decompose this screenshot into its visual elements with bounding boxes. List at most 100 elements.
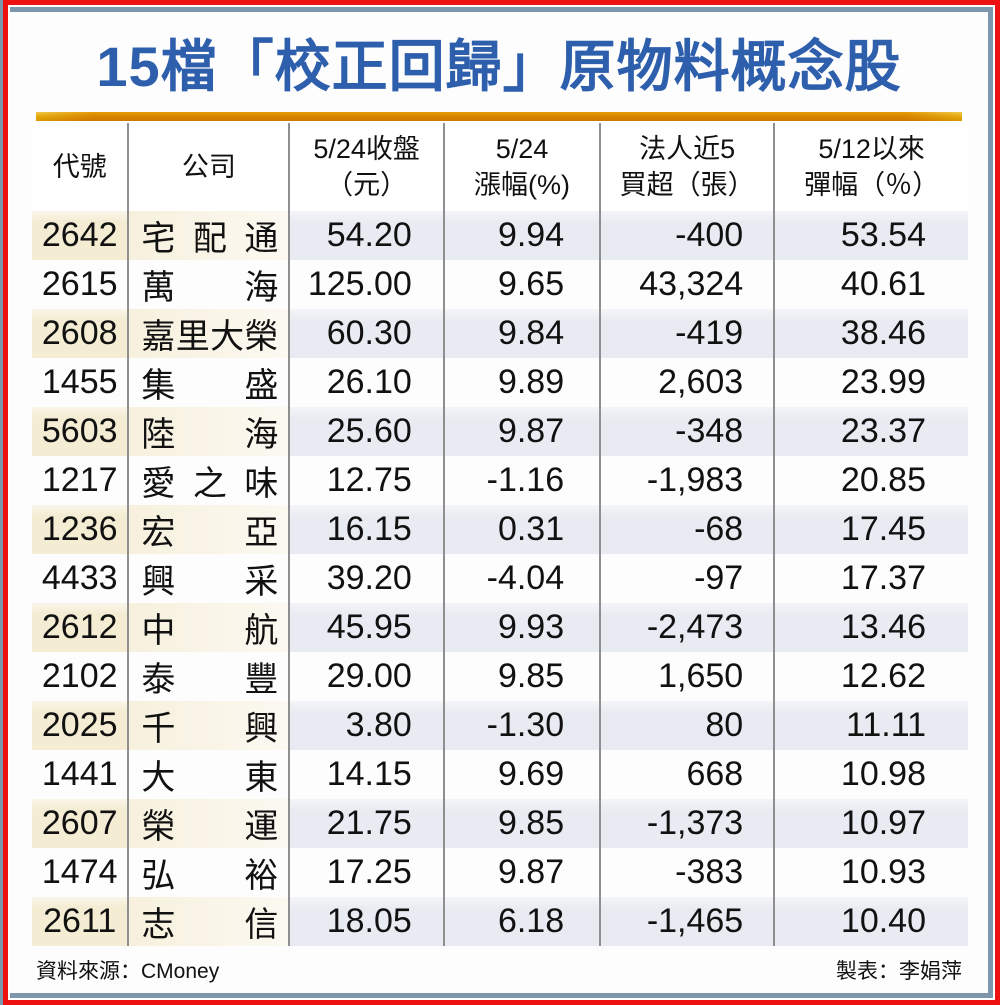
cell-company-name: 中航 — [128, 603, 291, 653]
table-row: 1455 集盛 26.10 9.89 2,603 23.99 — [32, 358, 968, 408]
cell-net-buy: 668 — [600, 750, 776, 800]
cell-stock-code: 2642 — [32, 211, 130, 261]
stock-table: 代號 公司 5/24收盤 （元） 5/24 漲幅(%) 法人近5 買超（張） 5/12以來 彈幅（… — [32, 123, 968, 947]
cell-change-pct: 9.84 — [443, 309, 602, 359]
cell-company-name: 宏亞 — [128, 505, 291, 555]
cell-net-buy: -2,473 — [600, 603, 776, 653]
table-row: 1236 宏亞 16.15 0.31 -68 17.45 — [32, 505, 968, 555]
cell-stock-code: 2611 — [32, 897, 130, 947]
cell-stock-code: 1474 — [32, 848, 130, 898]
cell-rebound-pct: 10.98 — [840, 755, 926, 794]
cell-net-buy: -1,373 — [600, 799, 776, 849]
cell-close-price: 17.25 — [289, 848, 445, 898]
cell-close-price: 16.15 — [289, 505, 445, 555]
cell-change-pct: 0.31 — [443, 505, 602, 555]
table-row: 5603 陸海 25.60 9.87 -348 23.37 — [32, 407, 968, 457]
cell-rebound-pct: 13.46 — [774, 603, 968, 653]
cell-company-name: 大東 — [128, 750, 291, 800]
table-row: 1474 弘裕 17.25 9.87 -383 10.93 — [32, 848, 968, 898]
cell-change-pct: 9.89 — [443, 358, 602, 408]
red-border-frame: 15檔「校正回歸」原物料概念股 代號 公司 5/24收盤 （元） 5/24 漲幅(%) 法人… — [3, 0, 1000, 1005]
cell-rebound-pct: 11.11 — [774, 701, 968, 751]
cell-net-buy: 1,650 — [600, 652, 776, 702]
cell-company-name: 愛之味 — [128, 456, 291, 506]
cell-rebound-pct: 10.93 — [840, 853, 926, 892]
cell-net-buy: -383 — [600, 848, 776, 898]
cell-close-price: 21.75 — [289, 799, 445, 849]
stock-table-body: 2642 宅配通 54.20 9.94 -400 53.54 2615 萬海 125.00 9.6… — [32, 211, 968, 947]
table-row: 4433 興采 39.20 -4.04 -97 17.37 — [32, 554, 968, 604]
table-row: 2642 宅配通 54.20 9.94 -400 53.54 — [32, 211, 968, 261]
cell-change-pct: 6.18 — [443, 897, 602, 947]
header-row: 代號 公司 5/24收盤 （元） 5/24 漲幅(%) 法人近5 買超（張） 5/12以來 彈幅（… — [32, 123, 968, 212]
cell-close-price: 25.60 — [289, 407, 445, 457]
cell-change-pct: 9.69 — [443, 750, 602, 800]
cell-rebound-pct: 17.45 — [774, 505, 968, 555]
column-header-4: 5/24 漲幅(%) — [443, 123, 602, 212]
column-header-6: 5/12以來 彈幅（％） — [774, 123, 968, 212]
credit-note: 製表：李娟萍 — [836, 960, 962, 984]
cell-stock-code: 1217 — [32, 456, 130, 506]
cell-stock-code: 2615 — [32, 260, 130, 310]
cell-rebound-pct: 53.54 — [774, 211, 968, 261]
cell-net-buy: -1,983 — [600, 456, 776, 506]
cell-stock-code: 2608 — [32, 309, 130, 359]
cell-company-name: 志信 — [128, 897, 291, 947]
cell-net-buy: 43,324 — [600, 260, 776, 310]
cell-stock-code: 2102 — [32, 652, 130, 702]
cell-rebound-pct: 40.61 — [840, 265, 926, 304]
cell-net-buy: 80 — [600, 701, 776, 751]
cell-stock-code: 2607 — [32, 799, 130, 849]
table-row: 1217 愛之味 12.75 -1.16 -1,983 20.85 — [32, 456, 968, 506]
cell-close-price: 45.95 — [289, 603, 445, 653]
table-row: 2102 泰豐 29.00 9.85 1,650 12.62 — [32, 652, 968, 702]
source-note: 資料來源：CMoney — [36, 960, 220, 984]
cell-rebound-pct: 10.40 — [774, 897, 968, 947]
cell-close-price: 3.80 — [289, 701, 445, 751]
cell-stock-code: 2025 — [32, 701, 130, 751]
cell-company-name: 弘裕 — [128, 848, 291, 898]
cell-rebound-pct: 38.46 — [774, 309, 968, 359]
cell-change-pct: 9.85 — [443, 652, 602, 702]
cell-net-buy: -419 — [600, 309, 776, 359]
table-row: 2612 中航 45.95 9.93 -2,473 13.46 — [32, 603, 968, 653]
cell-close-price: 54.20 — [289, 211, 445, 261]
column-header-5: 法人近5 買超（張） — [600, 123, 776, 212]
cell-rebound-pct: 12.62 — [840, 657, 926, 696]
column-header-3: 5/24收盤 （元） — [289, 123, 445, 212]
cell-change-pct: 9.87 — [443, 848, 602, 898]
cell-close-price: 12.75 — [289, 456, 445, 506]
column-header-1: 代號 — [32, 123, 130, 212]
table-row: 2608 嘉里大榮 60.30 9.84 -419 38.46 — [32, 309, 968, 359]
cell-net-buy: -1,465 — [600, 897, 776, 947]
cell-rebound-pct: 20.85 — [840, 461, 926, 500]
cell-change-pct: 9.94 — [443, 211, 602, 261]
cell-stock-code: 4433 — [32, 554, 130, 604]
cell-close-price: 60.30 — [289, 309, 445, 359]
cell-company-name: 集盛 — [128, 358, 291, 408]
table-row: 2607 榮運 21.75 9.85 -1,373 10.97 — [32, 799, 968, 849]
cell-change-pct: 9.85 — [443, 799, 602, 849]
gold-divider-rule — [36, 112, 962, 122]
cell-change-pct: 9.87 — [443, 407, 602, 457]
cell-stock-code: 2612 — [32, 603, 130, 653]
cell-company-name: 泰豐 — [128, 652, 291, 702]
cell-close-price: 39.20 — [289, 554, 445, 604]
cell-close-price: 26.10 — [289, 358, 445, 408]
cell-company-name: 千興 — [128, 701, 291, 751]
cell-rebound-pct: 23.37 — [774, 407, 968, 457]
cell-change-pct: -4.04 — [443, 554, 602, 604]
table-row: 1441 大東 14.15 9.69 668 10.98 — [32, 750, 968, 800]
table-row: 2611 志信 18.05 6.18 -1,465 10.40 — [32, 897, 968, 947]
cell-close-price: 29.00 — [289, 652, 445, 702]
cell-stock-code: 5603 — [32, 407, 130, 457]
cell-company-name: 宅配通 — [128, 211, 291, 261]
cell-change-pct: -1.30 — [443, 701, 602, 751]
cell-company-name: 興采 — [128, 554, 291, 604]
cell-change-pct: 9.93 — [443, 603, 602, 653]
cell-net-buy: -97 — [600, 554, 776, 604]
cell-change-pct: 9.65 — [443, 260, 602, 310]
cell-net-buy: -400 — [600, 211, 776, 261]
table-row: 2025 千興 3.80 -1.30 80 11.11 — [32, 701, 968, 751]
